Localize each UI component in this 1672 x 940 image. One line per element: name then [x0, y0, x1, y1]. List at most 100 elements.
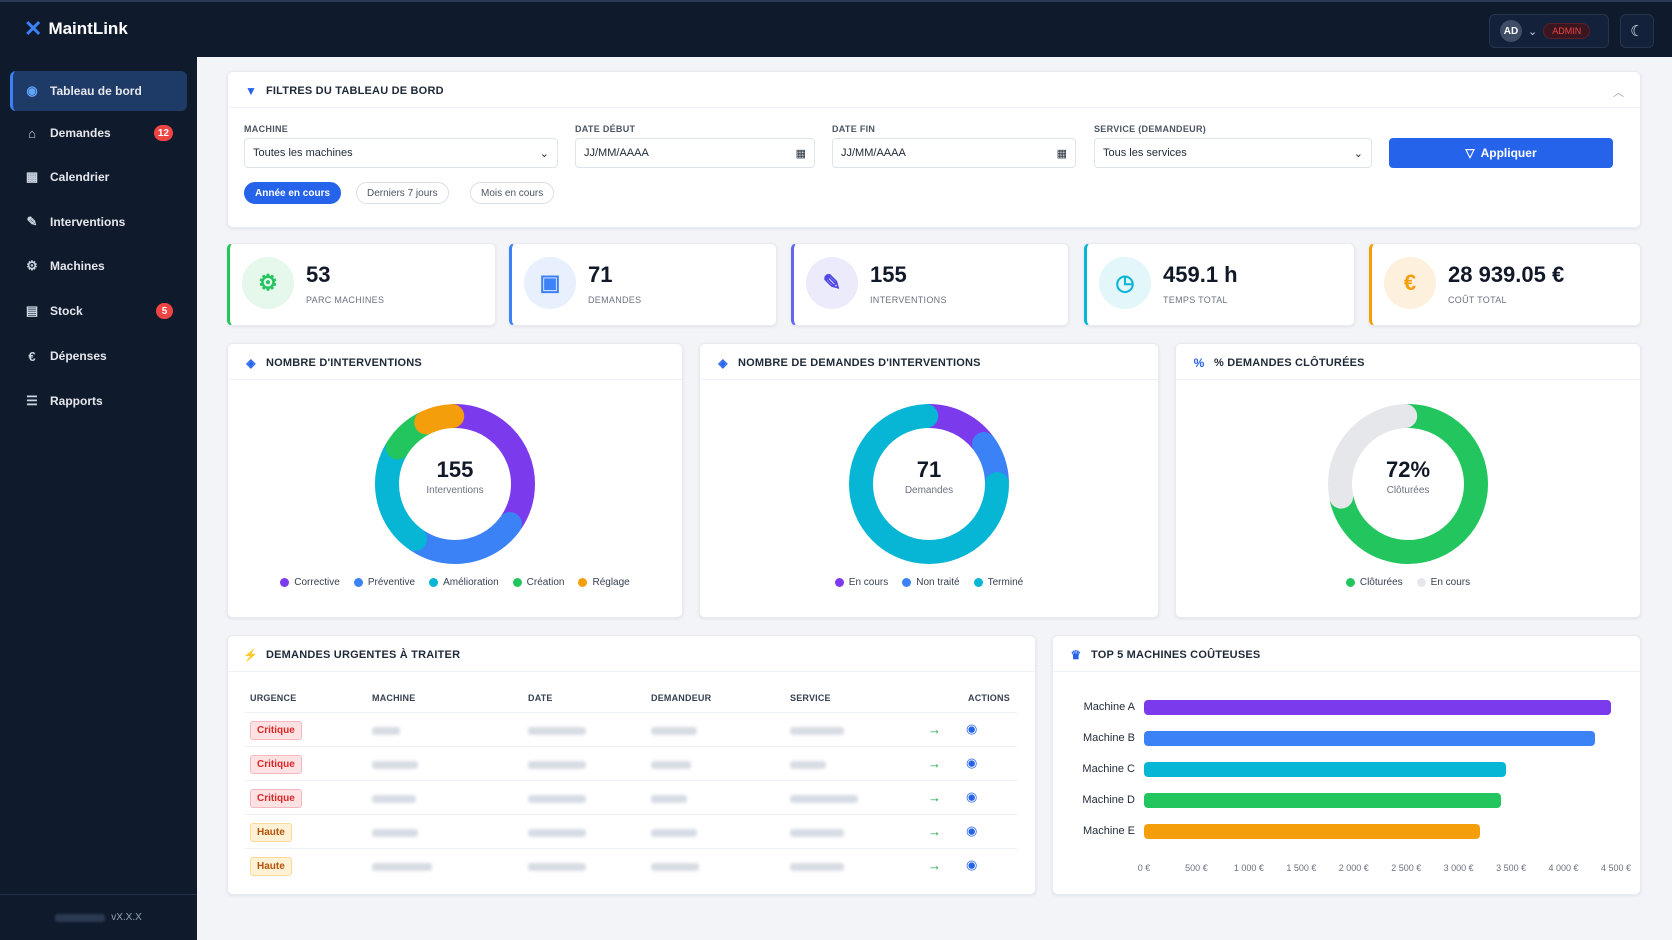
- column-header[interactable]: DATE: [528, 693, 553, 703]
- kpi-card-interventions: ✎ 155 INTERVENTIONS: [791, 243, 1069, 326]
- legend-item[interactable]: Corrective: [280, 577, 340, 588]
- filters-card: ▼ FILTRES DU TABLEAU DE BORD ︿ MACHINE T…: [227, 71, 1641, 228]
- table-row[interactable]: Haute → ◉: [244, 848, 1017, 882]
- redacted-cell: [790, 829, 844, 837]
- sidebar-item-demandes[interactable]: ⌂ Demandes 12: [10, 113, 187, 153]
- date-start-label: DATE DÉBUT: [575, 124, 636, 134]
- chip-current-year[interactable]: Année en cours: [244, 182, 342, 204]
- legend-dot: [973, 578, 983, 587]
- legend-item[interactable]: Terminé: [973, 577, 1024, 588]
- x-tick-label: 1 500 €: [1286, 863, 1317, 873]
- legend-dot: [353, 578, 363, 587]
- clock-icon: ◷: [1099, 257, 1151, 309]
- donut-chart: [375, 404, 535, 564]
- legend-item[interactable]: Clôturées: [1345, 577, 1403, 588]
- column-header[interactable]: SERVICE: [790, 693, 831, 703]
- legend-item[interactable]: Non traité: [902, 577, 960, 588]
- divider: [1176, 379, 1640, 380]
- machine-select[interactable]: Toutes les machines ⌄: [244, 138, 558, 168]
- eye-icon[interactable]: ◉: [966, 857, 978, 872]
- arrow-right-icon[interactable]: →: [928, 722, 941, 737]
- legend-item[interactable]: Création: [512, 577, 564, 588]
- urgent-title-text: DEMANDES URGENTES À TRAITER: [266, 649, 461, 661]
- urgency-badge: Haute: [250, 857, 292, 876]
- sidebar-item-interventions[interactable]: ✎ Interventions: [10, 202, 187, 242]
- column-header[interactable]: DEMANDEUR: [651, 693, 712, 703]
- legend-item[interactable]: En cours: [834, 577, 888, 588]
- sidebar-item-depenses[interactable]: € Dépenses: [10, 336, 187, 376]
- legend-item[interactable]: Réglage: [578, 577, 630, 588]
- eye-icon[interactable]: ◉: [966, 823, 978, 838]
- donut-legend: Clôturées En cours: [1176, 577, 1640, 588]
- sidebar-item-dashboard[interactable]: ◉ Tableau de bord: [10, 71, 187, 111]
- euro-icon: €: [1384, 257, 1436, 309]
- column-header[interactable]: URGENCE: [250, 693, 297, 703]
- calendar-icon: ▦: [795, 147, 806, 160]
- bar-machine-a[interactable]: [1144, 700, 1611, 715]
- column-header[interactable]: MACHINE: [372, 693, 416, 703]
- dashboard-icon: ◉: [26, 83, 38, 98]
- x-tick-label: 4 500 €: [1600, 863, 1632, 873]
- donut-segment-en-cours[interactable]: [1328, 404, 1488, 564]
- arrow-right-icon[interactable]: →: [928, 790, 941, 805]
- donut-segment-préventive[interactable]: [375, 404, 535, 564]
- sidebar-item-stock[interactable]: ▤ Stock 5: [10, 291, 187, 331]
- bar-machine-d[interactable]: [1144, 793, 1501, 808]
- arrow-right-icon[interactable]: →: [928, 824, 941, 839]
- sidebar-item-label: Stock: [50, 304, 83, 318]
- table-row[interactable]: Critique → ◉: [244, 712, 1017, 746]
- legend-label: Terminé: [987, 577, 1024, 588]
- theme-toggle-button[interactable]: ☾: [1620, 14, 1654, 48]
- legend-item[interactable]: En cours: [1416, 577, 1470, 588]
- donut-title: ◈ NOMBRE DE DEMANDES D'INTERVENTIONS: [716, 356, 981, 370]
- chip-current-month[interactable]: Mois en cours: [470, 182, 555, 204]
- eye-icon[interactable]: ◉: [966, 789, 978, 804]
- apply-button[interactable]: ▽ Appliquer: [1389, 138, 1613, 168]
- date-end-input[interactable]: JJ/MM/AAAA ▦: [832, 138, 1076, 168]
- x-tick-label: 0 €: [1137, 863, 1151, 873]
- bar-machine-b[interactable]: [1144, 731, 1596, 746]
- donut-center-value: 155: [436, 457, 474, 482]
- sidebar-item-rapports[interactable]: ☰ Rapports: [10, 381, 187, 421]
- date-start-input[interactable]: JJ/MM/AAAA ▦: [575, 138, 815, 168]
- legend-item[interactable]: Préventive: [353, 577, 415, 588]
- eye-icon[interactable]: ◉: [966, 721, 978, 736]
- calendar-icon: ▦: [25, 169, 39, 184]
- collapse-chevron-icon[interactable]: ︿: [1613, 87, 1624, 99]
- demandes-donut-card: ◈ NOMBRE DE DEMANDES D'INTERVENTIONS 71 …: [699, 343, 1159, 618]
- service-label: SERVICE (DEMANDEUR): [1094, 124, 1207, 134]
- table-row[interactable]: Haute → ◉: [244, 814, 1017, 848]
- service-select[interactable]: Tous les services ⌄: [1094, 138, 1372, 168]
- bar-machine-c[interactable]: [1144, 762, 1506, 777]
- user-menu[interactable]: AD ⌄ ADMIN: [1489, 14, 1609, 48]
- date-start-placeholder: JJ/MM/AAAA: [584, 147, 649, 159]
- legend-label: Réglage: [592, 577, 630, 588]
- legend-label: Non traité: [916, 577, 960, 588]
- donut-segment-réglage[interactable]: [375, 404, 535, 564]
- arrow-right-icon[interactable]: →: [928, 858, 941, 873]
- bar-category-label: Machine C: [1082, 763, 1135, 775]
- wrench-icon: ✎: [806, 257, 858, 309]
- redacted-cell: [651, 795, 687, 803]
- app-logo[interactable]: ✕ MaintLink: [24, 16, 128, 41]
- table-row[interactable]: Critique → ◉: [244, 746, 1017, 780]
- donut-segment-amélioration[interactable]: [375, 404, 535, 564]
- legend-dot: [1345, 578, 1355, 587]
- redacted-cell: [528, 727, 586, 735]
- bar-machine-e[interactable]: [1144, 824, 1480, 839]
- sidebar-item-machines[interactable]: ⚙ Machines: [10, 246, 187, 286]
- chip-last-7-days[interactable]: Derniers 7 jours: [356, 182, 449, 204]
- legend-item[interactable]: Amélioration: [429, 577, 499, 588]
- donut-segment-terminé[interactable]: [849, 404, 1009, 564]
- kpi-label: COÛT TOTAL: [1448, 295, 1507, 305]
- arrow-right-icon[interactable]: →: [928, 756, 941, 771]
- urgent-title: ⚡ DEMANDES URGENTES À TRAITER: [243, 648, 461, 662]
- x-tick-label: 3 500 €: [1496, 863, 1527, 873]
- table-row[interactable]: Critique → ◉: [244, 780, 1017, 814]
- sidebar-item-calendrier[interactable]: ▦ Calendrier: [10, 157, 187, 197]
- divider: [228, 379, 682, 380]
- logo-x-icon: ✕: [24, 16, 43, 41]
- divider: [700, 379, 1158, 380]
- kpi-card-cost: € 28 939.05 € COÛT TOTAL: [1369, 243, 1641, 326]
- eye-icon[interactable]: ◉: [966, 755, 978, 770]
